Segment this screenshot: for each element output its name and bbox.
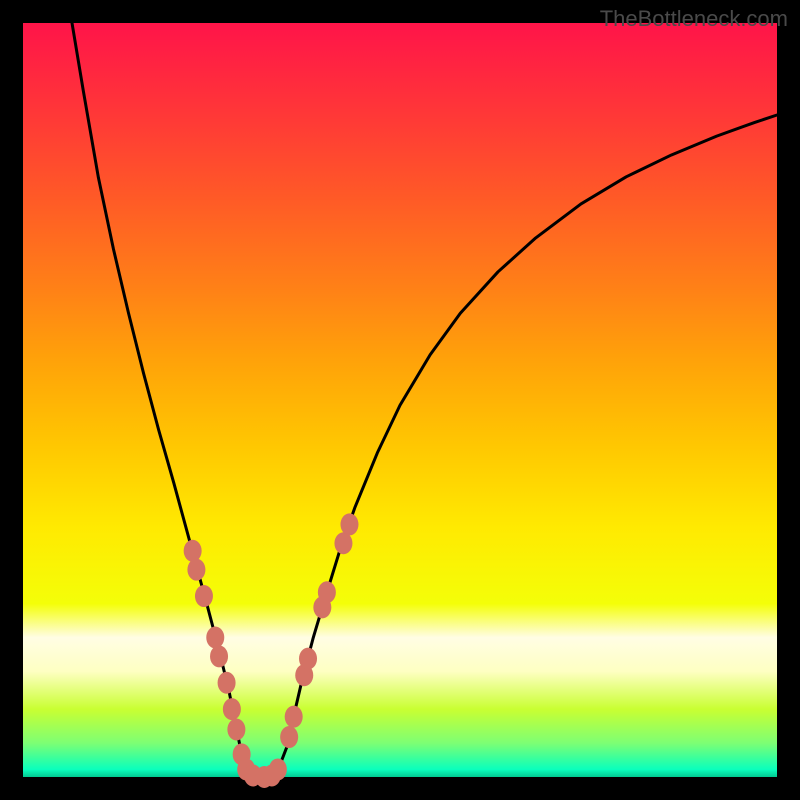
scatter-marker xyxy=(184,540,202,562)
scatter-marker xyxy=(210,645,228,667)
scatter-marker xyxy=(299,648,317,670)
scatter-marker xyxy=(269,758,287,780)
scatter-marker xyxy=(218,672,236,694)
watermark-text: TheBottleneck.com xyxy=(600,6,788,32)
plot-background xyxy=(23,23,777,777)
chart-container: TheBottleneck.com xyxy=(0,0,800,800)
scatter-marker xyxy=(195,585,213,607)
scatter-marker xyxy=(223,698,241,720)
scatter-marker xyxy=(285,706,303,728)
scatter-marker xyxy=(227,719,245,741)
chart-svg xyxy=(0,0,800,800)
scatter-marker xyxy=(280,726,298,748)
scatter-marker xyxy=(340,513,358,535)
scatter-marker xyxy=(206,627,224,649)
scatter-marker xyxy=(187,559,205,581)
scatter-marker xyxy=(318,581,336,603)
scatter-marker xyxy=(334,532,352,554)
